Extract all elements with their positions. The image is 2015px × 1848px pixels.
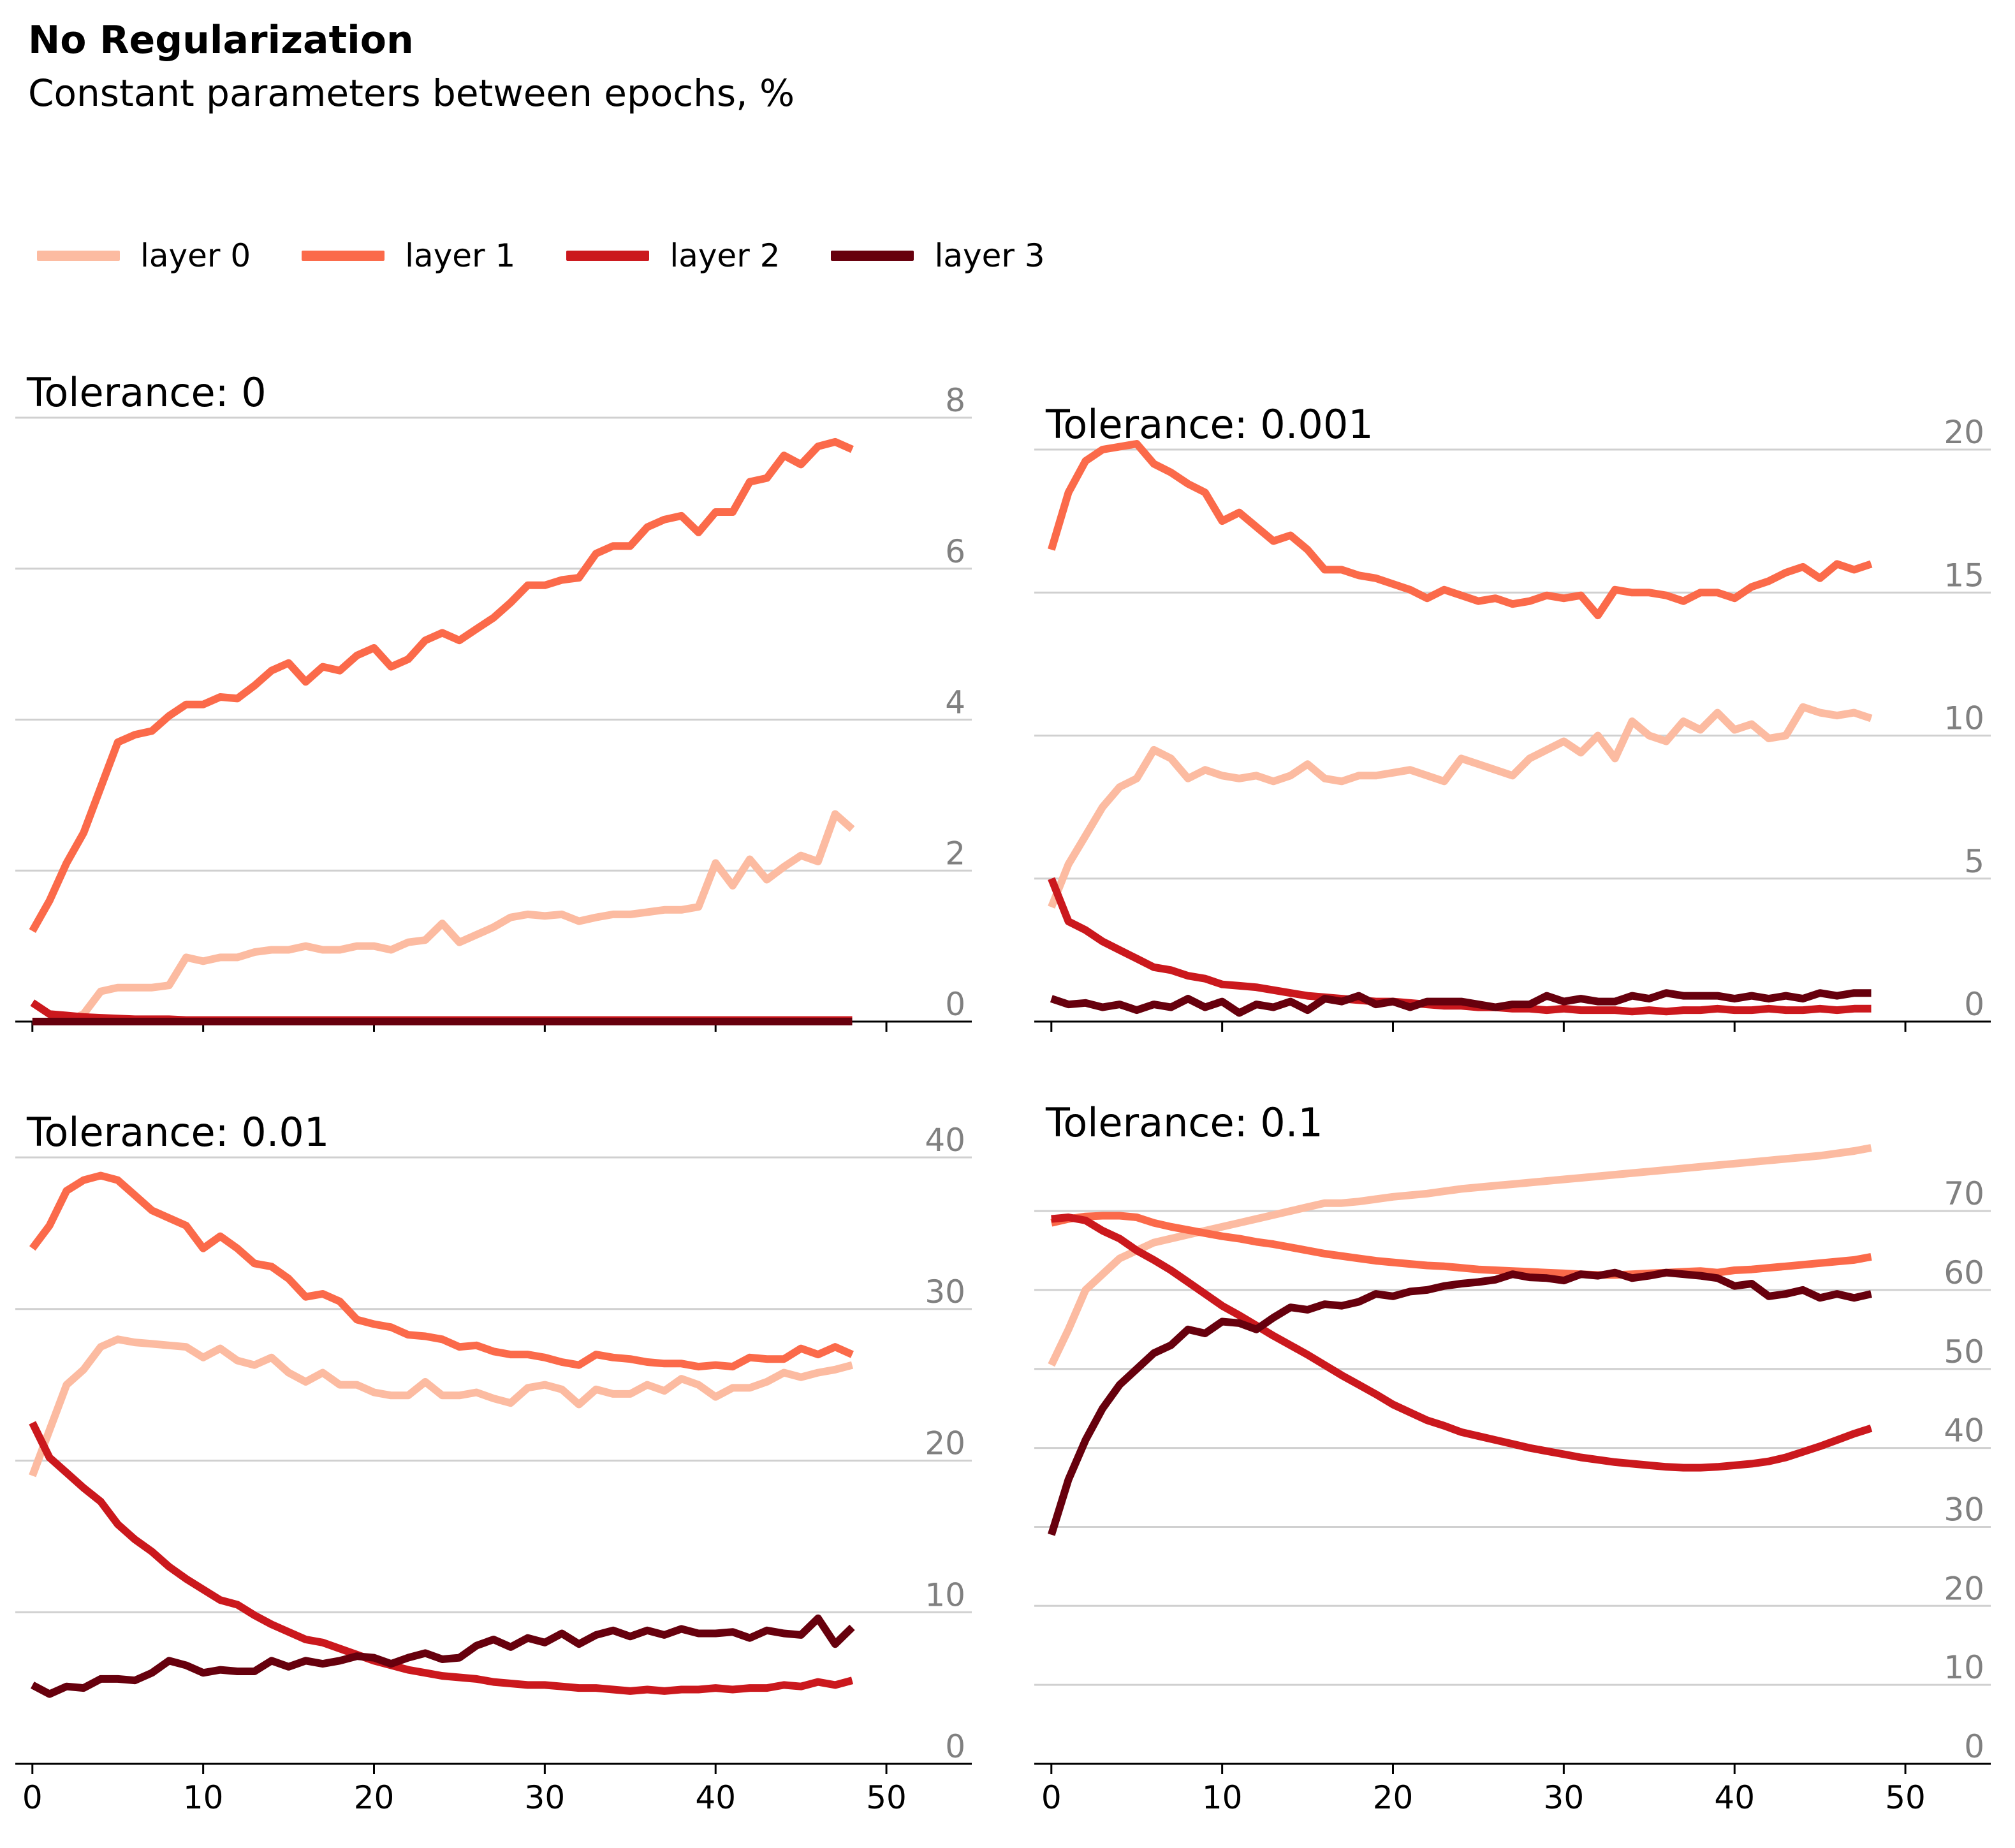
x-tick-label: 20 (354, 1779, 395, 1816)
y-tick-label: 60 (1944, 1254, 1984, 1291)
y-tick-label: 4 (945, 684, 965, 721)
x-tick-label: 40 (1714, 1779, 1755, 1816)
y-tick-label: 20 (925, 1425, 965, 1462)
y-tick-label: 15 (1944, 557, 1984, 594)
x-tick-label: 30 (525, 1779, 566, 1816)
x-tick-label: 10 (1202, 1779, 1243, 1816)
series-line-layer-2 (1048, 877, 1872, 1016)
x-tick-label: 30 (1544, 1779, 1585, 1816)
figure-title: No Regularization (28, 18, 414, 62)
legend: layer 0 layer 1 layer 2 layer 3 (37, 237, 1096, 274)
legend-swatch (566, 251, 650, 261)
legend-item-layer-3: layer 3 (831, 237, 1045, 274)
y-tick-label: 20 (1944, 414, 1984, 451)
y-tick-label: 5 (1964, 843, 1984, 880)
x-tick-label: 20 (1373, 1779, 1414, 1816)
panel-title: Tolerance: 0.001 (1045, 401, 1374, 448)
series-line-layer-0 (1048, 703, 1873, 909)
figure-subtitle: Constant parameters between epochs, % (28, 71, 795, 115)
x-tick-label: 40 (695, 1779, 736, 1816)
panel-title: Tolerance: 0.1 (1045, 1099, 1323, 1146)
series-line-layer-1 (29, 1171, 854, 1371)
series-line-layer-0 (32, 810, 855, 1025)
panel-title: Tolerance: 0 (26, 369, 267, 416)
x-tick-label: 50 (866, 1779, 907, 1816)
panel-title: Tolerance: 0.01 (26, 1109, 329, 1155)
y-tick-label: 70 (1944, 1175, 1984, 1212)
legend-item-layer-0: layer 0 (37, 237, 251, 274)
y-tick-label: 0 (945, 986, 965, 1023)
y-tick-label: 40 (925, 1122, 965, 1159)
legend-item-layer-2: layer 2 (566, 237, 780, 274)
y-tick-label: 6 (945, 533, 965, 570)
series-line-layer-3 (1048, 1268, 1872, 1536)
y-tick-label: 0 (945, 1728, 965, 1765)
y-tick-label: 40 (1944, 1412, 1984, 1449)
legend-label: layer 1 (405, 237, 516, 274)
series-line-layer-0 (1048, 1144, 1872, 1367)
series-line-layer-1 (1050, 1212, 1872, 1279)
legend-swatch (831, 251, 914, 261)
y-tick-label: 30 (1944, 1491, 1984, 1528)
x-tick-label: 0 (22, 1779, 43, 1816)
x-tick-label: 50 (1885, 1779, 1926, 1816)
legend-label: layer 2 (670, 237, 780, 274)
series-line-layer-1 (29, 437, 854, 933)
y-tick-label: 2 (945, 835, 965, 872)
y-tick-label: 8 (945, 382, 965, 419)
y-tick-label: 0 (1964, 986, 1984, 1023)
series-line-layer-3 (1050, 989, 1872, 1017)
y-tick-label: 0 (1964, 1728, 1984, 1765)
series-line-layer-3 (30, 1614, 855, 1698)
legend-swatch (37, 251, 120, 261)
legend-label: layer 0 (140, 237, 251, 274)
series-line-layer-2 (30, 999, 853, 1024)
x-tick-label: 0 (1041, 1779, 1062, 1816)
y-tick-label: 20 (1944, 1570, 1984, 1607)
legend-item-layer-1: layer 1 (302, 237, 515, 274)
legend-swatch (302, 251, 385, 261)
series-line-layer-2 (29, 1421, 854, 1695)
y-tick-label: 10 (925, 1576, 965, 1613)
legend-label: layer 3 (934, 237, 1045, 274)
y-tick-label: 10 (1944, 1649, 1984, 1686)
y-tick-label: 30 (925, 1273, 965, 1310)
y-tick-label: 10 (1944, 700, 1984, 737)
y-tick-label: 50 (1944, 1333, 1984, 1370)
series-line-layer-1 (1048, 440, 1873, 620)
series-line-layer-0 (29, 1335, 854, 1478)
series-line-layer-2 (1051, 1214, 1873, 1472)
x-tick-label: 10 (183, 1779, 224, 1816)
